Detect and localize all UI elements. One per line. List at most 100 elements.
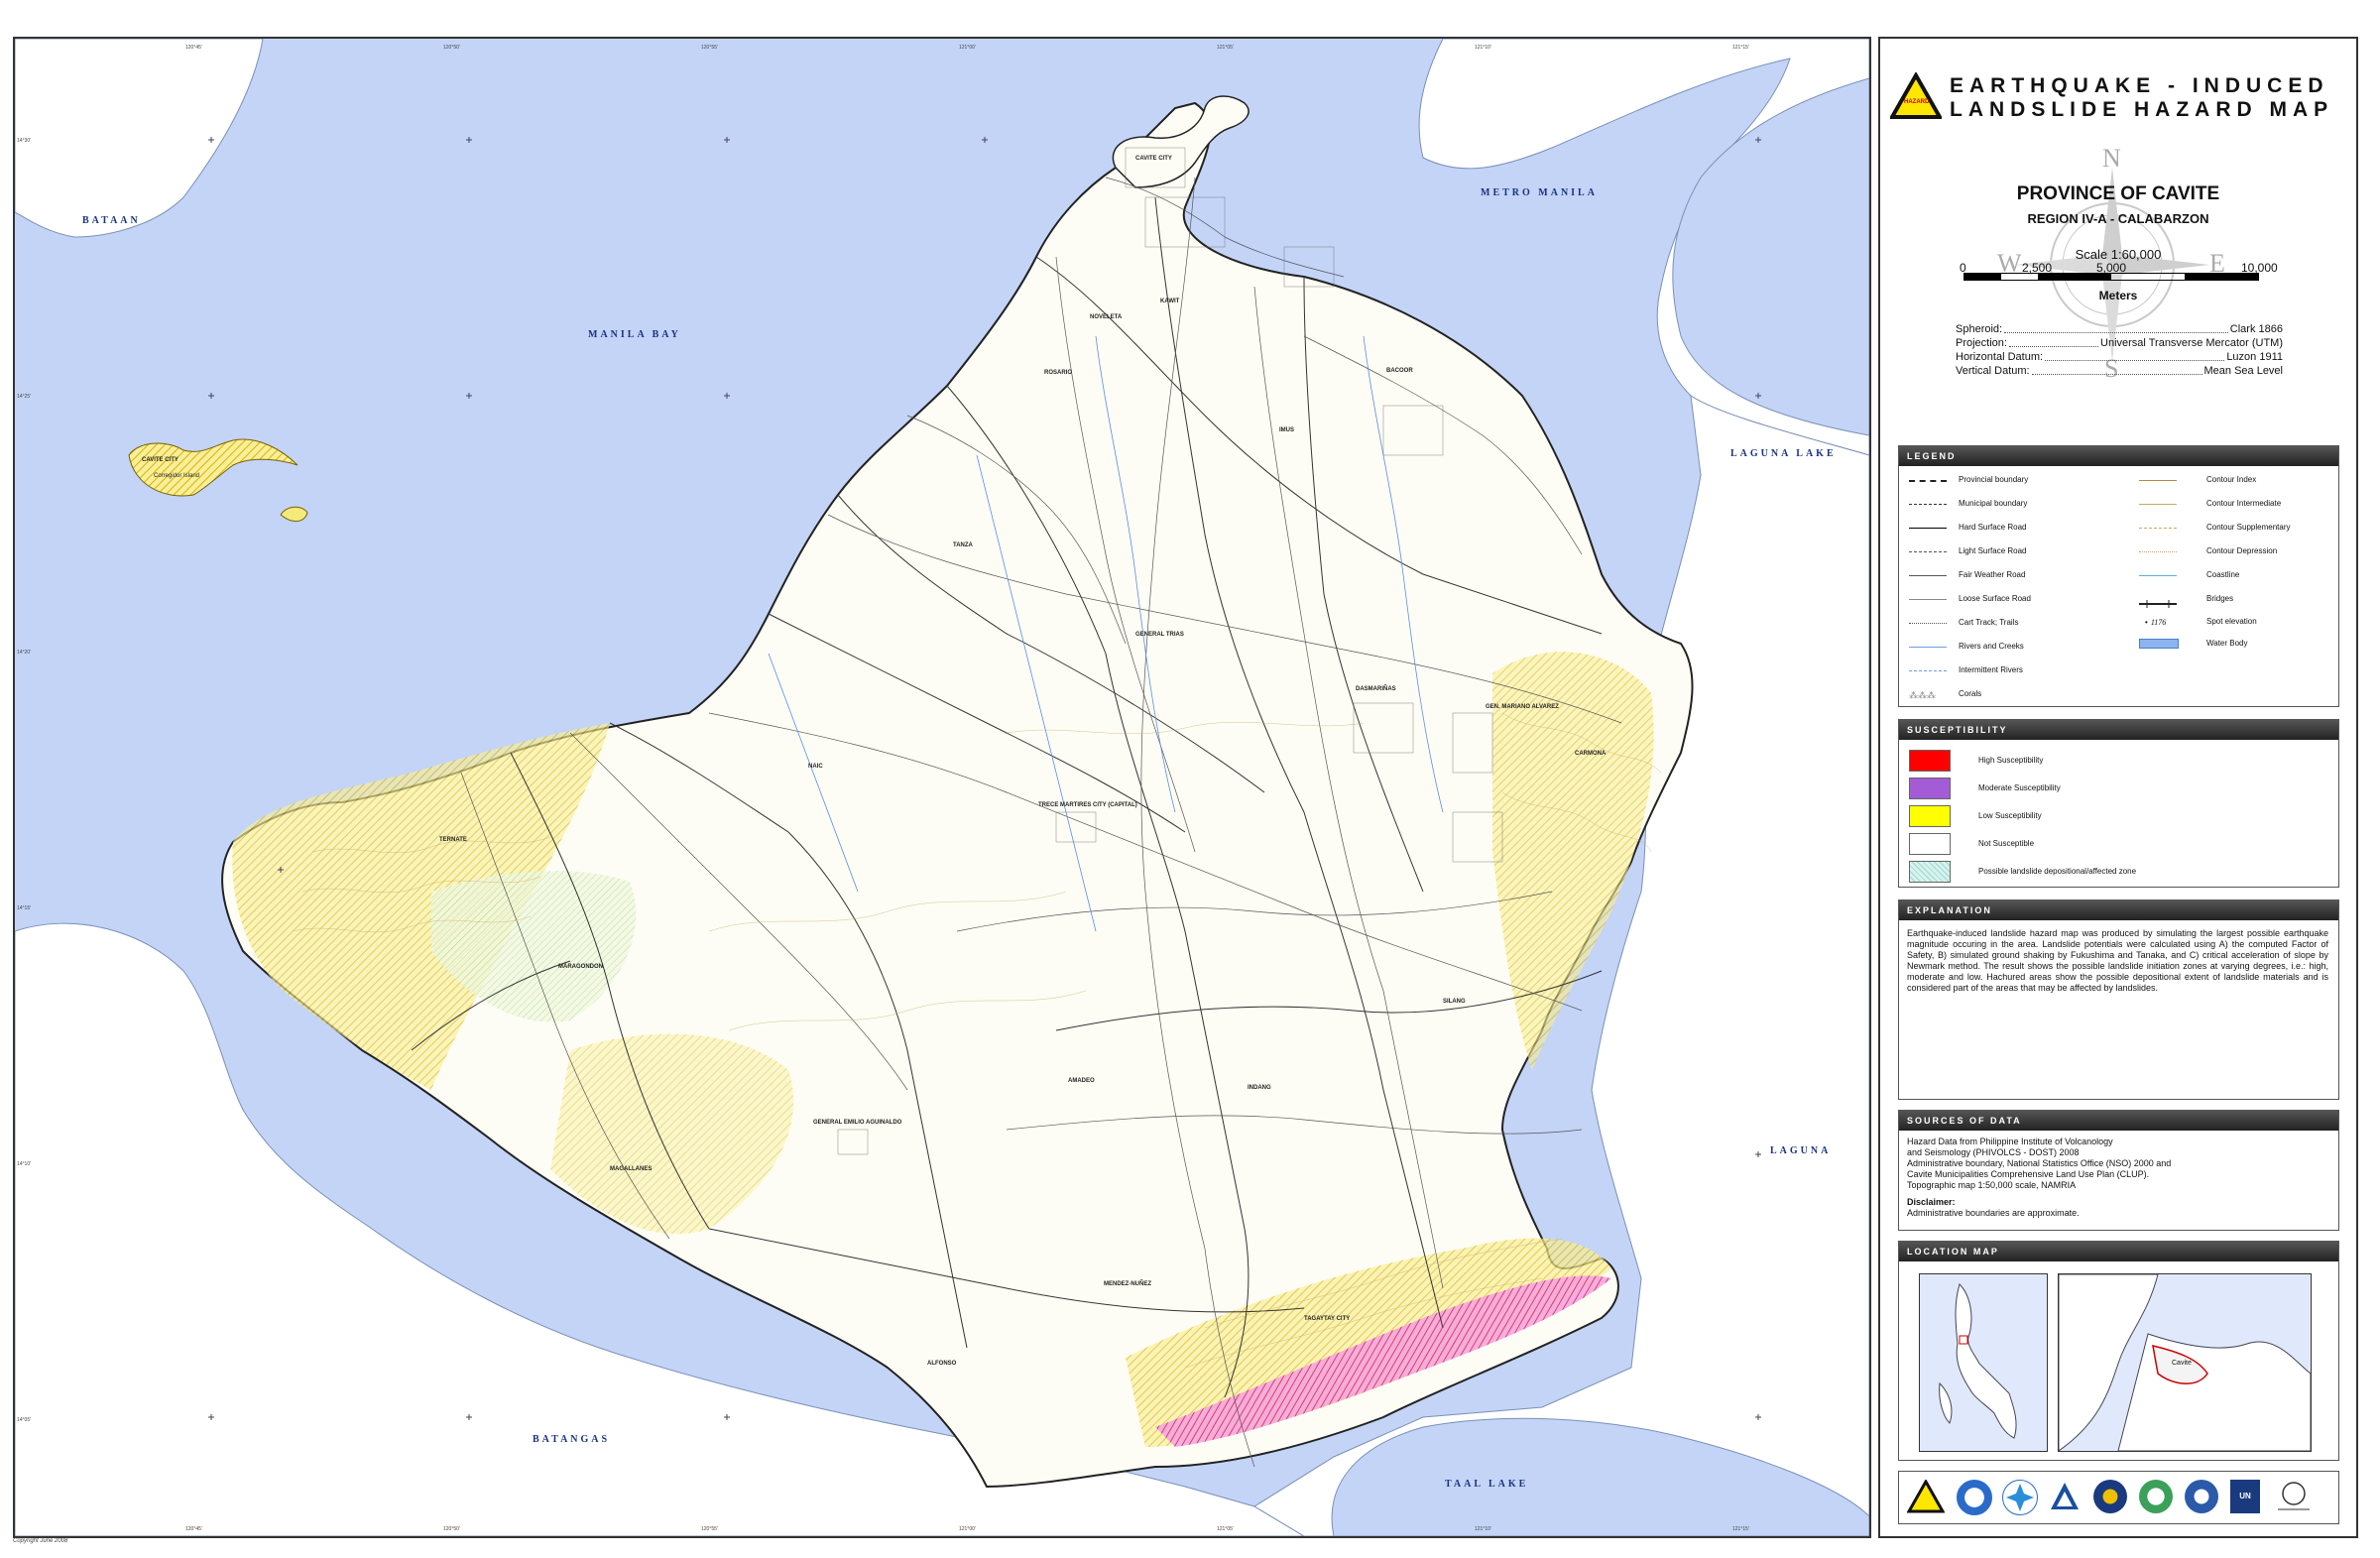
compass-rose-icon: N S W E [1993,144,2231,384]
rivers [768,335,1444,932]
compass-n: N [2102,144,2121,173]
tick-side-1: 14°30' [17,138,32,144]
province-title: PROVINCE OF CAVITE [2016,183,2220,204]
susceptibility-label: Low Susceptibility [1978,811,2042,820]
datum-row: Spheroid: Clark 1866 [1956,322,2283,336]
datum-list: Spheroid: Clark 1866 Projection: Universal… [1956,322,2283,378]
hard-road-symbol [1909,528,1947,529]
town-ternate[interactable]: TERNATE [439,837,467,843]
datum-value: Clark 1866 [2229,323,2283,335]
provincial-boundary-symbol [1909,480,1947,482]
region-inset[interactable]: Cavite [2058,1273,2312,1452]
legend-item: Water Body [2206,639,2248,648]
datum-label: Vertical Datum: [1956,365,2030,377]
town-general-emilio-aguinaldo[interactable]: GENERAL EMILIO AGUINALDO [813,1120,902,1126]
tick-bottom-2: 120°50' [443,1526,460,1532]
legend-item: Bridges [2206,594,2234,603]
legend-item: Hard Surface Road [1959,523,2027,532]
town-magallanes[interactable]: MAGALLANES [610,1166,653,1172]
town-silang[interactable]: SILANG [1443,999,1466,1005]
datum-row: Projection: Universal Transverse Mercator… [1956,336,2283,350]
town-indang[interactable]: INDANG [1248,1085,1271,1091]
explanation-box: EXPLANATION Earthquake-induced landslide… [1898,899,2339,1100]
explanation-text: Earthquake-induced landslide hazard map … [1907,928,2328,993]
label-bataan: BATAAN [82,215,141,226]
legend-item: Contour Supplementary [2206,523,2291,532]
disclaimer-label: Disclaimer: [1907,1197,1956,1207]
town-mendez[interactable]: MENDEZ-NUÑEZ [1104,1281,1151,1287]
town-amadeo[interactable]: AMADEO [1068,1078,1095,1084]
legend-item: Loose Surface Road [1959,594,2031,603]
town-dasmarinas[interactable]: DASMARIÑAS [1356,686,1396,692]
cart-track-symbol [1909,623,1947,624]
town-trece-martires[interactable]: TRECE MARTIRES CITY (CAPITAL) [1038,802,1137,808]
tick-side-2: 14°25' [17,394,32,400]
map-canvas [15,39,1869,1536]
map-frame[interactable]: BATAAN MANILA BAY METRO MANILA LAGUNA LA… [13,37,1871,1538]
legend-item: Contour Index [2206,475,2257,484]
susceptibility-label: Not Susceptible [1978,839,2035,848]
title-line-1: EARTHQUAKE - INDUCED [1950,74,2329,97]
legend-item: Corals [1959,689,1982,698]
hazard-badge-label: HAZARD [1904,99,1930,105]
datum-value: Luzon 1911 [2226,351,2283,363]
explanation-heading: EXPLANATION [1899,900,2338,920]
cavite-city-peninsula [1112,95,1250,188]
tick-bottom-4: 121°00' [959,1526,976,1532]
town-general-trias[interactable]: GENERAL TRIAS [1135,632,1184,638]
scale-tick-0: 0 [1960,261,1966,275]
town-caballo: CAVITE CITY [142,457,178,463]
urban-areas [837,147,1503,1155]
sources-box: SOURCES OF DATA Hazard Data from Philipp… [1898,1110,2339,1231]
philippines-inset[interactable] [1919,1273,2048,1452]
logos-box: UN [1898,1471,2339,1524]
legend-item: Coastline [2206,570,2240,579]
bridge-icon [2139,595,2177,608]
location-map-heading: LOCATION MAP [1899,1242,2338,1261]
corregidor-island [128,438,298,497]
town-noveleta[interactable]: NOVELETA [1090,314,1123,320]
sources-text: Hazard Data from Philippine Institute of… [1907,1137,2328,1219]
title-line-2: LANDSLIDE HAZARD MAP [1950,98,2334,121]
ndcc-logo-icon [2048,1480,2082,1513]
town-rosario[interactable]: ROSARIO [1044,370,1073,376]
tick-top-4: 121°00' [959,45,976,51]
town-tagaytay[interactable]: TAGAYTAY CITY [1304,1316,1351,1322]
low-susceptibility-east [1492,652,1654,1070]
scale-tick-5000: 5,000 [2096,261,2127,275]
bataan-land [15,39,264,238]
source-line: Cavite Municipalities Comprehensive Land… [1907,1169,2150,1179]
coral-icon: ⁂⁂⁂ [1909,690,1936,700]
susceptibility-heading: SUSCEPTIBILITY [1899,720,2338,740]
municipal-boundaries [411,196,1603,1398]
dost-logo-icon [2002,1480,2038,1515]
not-susceptible-swatch [1909,833,1951,855]
label-batangas: BATANGAS [533,1434,611,1445]
town-alfonso[interactable]: ALFONSO [927,1361,957,1367]
town-bacoor[interactable]: BACOOR [1386,368,1413,374]
tick-side-6: 14°05' [17,1417,32,1423]
low-susceptibility-west [232,723,610,1090]
batangas-land [15,922,1305,1536]
spot-elevation-icon: • 1176 [2145,618,2167,627]
readi-logo-icon [2093,1480,2127,1513]
town-imus[interactable]: IMUS [1279,427,1294,433]
town-naic[interactable]: NAIC [808,764,823,770]
undp-logo-icon: UN [2230,1480,2260,1513]
town-kawit[interactable]: KAWIT [1160,299,1180,304]
tick-side-5: 14°10' [17,1161,32,1167]
label-metro-manila: METRO MANILA [1481,187,1598,198]
town-cavite-city[interactable]: CAVITE CITY [1135,156,1172,162]
scale-tick-10000: 10,000 [2241,261,2278,275]
town-carmona[interactable]: CARMONA [1575,751,1606,757]
town-tanza[interactable]: TANZA [953,542,973,548]
town-gma[interactable]: GEN. MARIANO ALVAREZ [1486,704,1559,710]
datum-label: Horizontal Datum: [1956,351,2044,363]
legend-panel: HAZARD EARTHQUAKE - INDUCED LANDSLIDE HA… [1878,37,2358,1538]
town-maragondon[interactable]: MARAGONDON [558,964,603,970]
loose-road-symbol [1909,599,1947,600]
label-manila-bay: MANILA BAY [588,329,681,340]
tick-top-6: 121°10' [1475,45,1491,51]
legend-item: Contour Intermediate [2206,499,2282,508]
susceptibility-label: Moderate Susceptibility [1978,783,2061,792]
